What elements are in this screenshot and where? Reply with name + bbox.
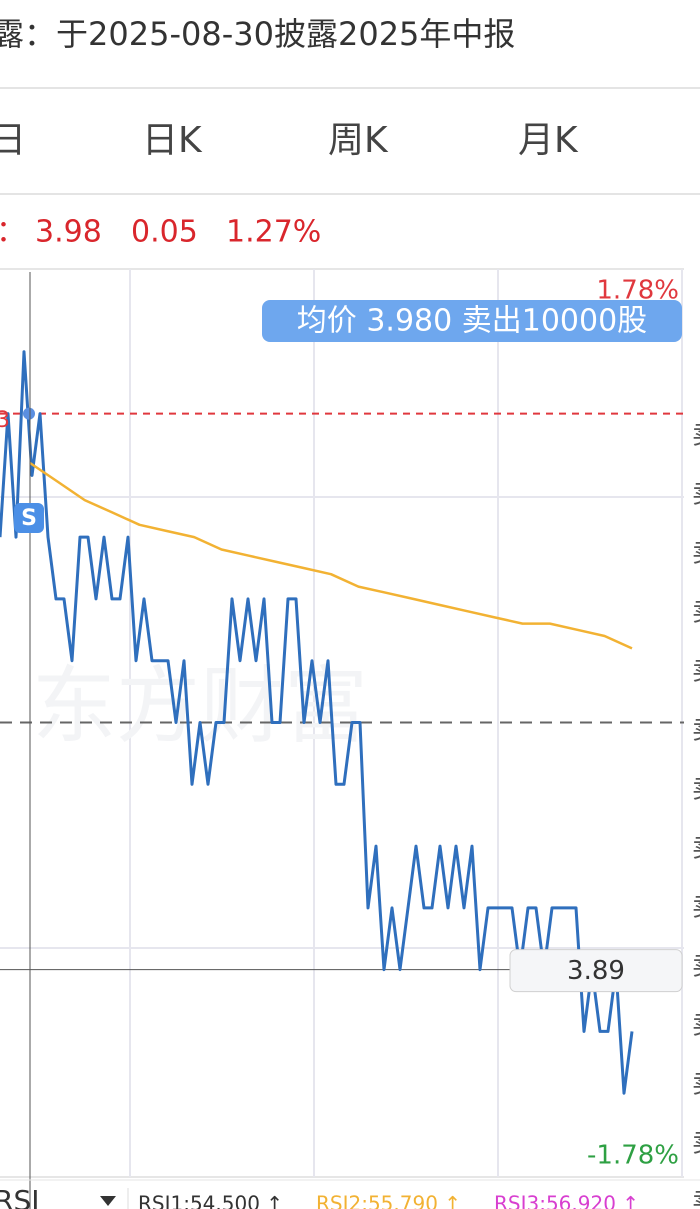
side-label: 卖 xyxy=(692,1188,700,1209)
watermark: 东方财富 xyxy=(32,657,368,755)
series-line xyxy=(29,461,633,650)
quote-prefix: ： xyxy=(0,215,26,250)
quote-price: 3.98 xyxy=(35,215,102,250)
trade-marker-text: S xyxy=(21,506,37,531)
trade-marker xyxy=(14,503,44,533)
side-label: 卖 xyxy=(692,1011,700,1041)
tab[interactable]: 周K xyxy=(328,120,389,161)
side-label: 卖 xyxy=(692,421,700,451)
side-labels: 卖卖卖卖卖卖卖卖卖卖卖卖卖卖 xyxy=(692,421,700,1209)
side-label: 卖 xyxy=(692,775,700,805)
side-label: 卖 xyxy=(692,657,700,687)
side-label: 卖 xyxy=(692,893,700,923)
side-label: 卖 xyxy=(692,834,700,864)
side-label: 卖 xyxy=(692,598,700,628)
quote-change: 0.05 xyxy=(131,215,198,250)
plot xyxy=(0,350,684,1095)
dropdown-icon[interactable] xyxy=(100,1196,116,1206)
bottom-label: -1.78% xyxy=(587,1141,679,1171)
rsi3: RSI3:56.920 ↑ xyxy=(494,1192,639,1209)
rsi1: RSI1:54.500 ↑ xyxy=(138,1192,283,1209)
side-label: 卖 xyxy=(692,716,700,746)
left-hint: 3 xyxy=(0,408,10,433)
rsi2: RSI2:55.790 ↑ xyxy=(316,1192,461,1209)
cross-label: 3.89 xyxy=(567,956,625,986)
trade-point xyxy=(23,407,35,420)
badge-text: 均价 3.980 卖出10000股 xyxy=(297,304,647,339)
side-label: 卖 xyxy=(692,1129,700,1159)
tab[interactable]: 月K xyxy=(518,120,579,161)
side-label: 卖 xyxy=(692,1070,700,1100)
notice: 露：于2025-08-30披露2025年中报 xyxy=(0,15,515,53)
series-line xyxy=(0,350,634,1095)
quote-percent: 1.27% xyxy=(226,215,321,250)
tab[interactable]: 日K xyxy=(142,120,203,161)
cross-label-box xyxy=(509,949,683,993)
tab[interactable]: 日 xyxy=(0,120,26,161)
badge xyxy=(262,300,682,342)
side-label: 卖 xyxy=(692,539,700,569)
indicator-name[interactable]: RSI xyxy=(0,1184,40,1209)
side-label: 卖 xyxy=(692,480,700,510)
side-label: 卖 xyxy=(692,952,700,982)
